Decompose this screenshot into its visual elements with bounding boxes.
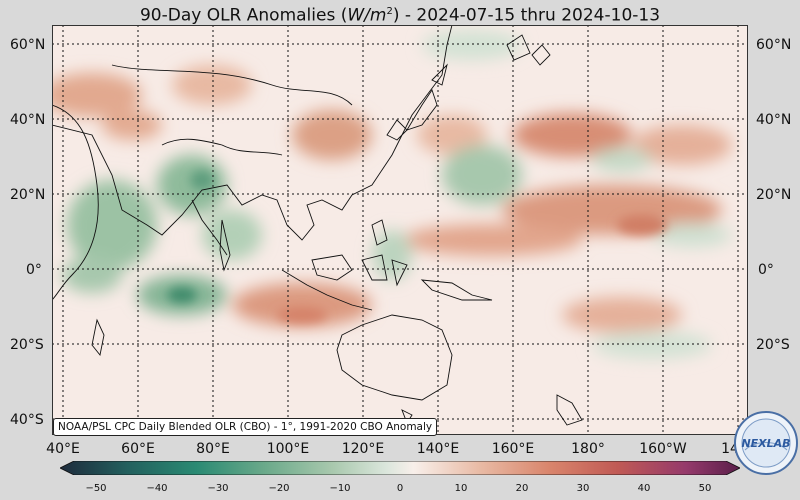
colorbar-tick: −40 <box>146 483 168 494</box>
lat-label-eq-left: 0° <box>26 262 42 278</box>
colorbar-tick: 10 <box>454 483 468 494</box>
colorbar-tick: −10 <box>329 483 351 494</box>
lat-label-20n-right: 20°N <box>756 187 792 203</box>
olr-anomaly-map <box>52 25 748 435</box>
map-canvas <box>52 25 748 435</box>
colorbar-tick: 50 <box>698 483 712 494</box>
colorbar-tick: −20 <box>268 483 290 494</box>
lat-label-60n-right: 60°N <box>756 37 792 53</box>
lon-label-160e: 160°E <box>491 441 535 457</box>
colorbar-tick: −30 <box>207 483 229 494</box>
svg-text:NEXLAB: NEXLAB <box>741 437 790 450</box>
lon-label-60e: 60°E <box>121 441 155 457</box>
colorbar-tick: 0 <box>396 483 404 494</box>
lon-label-40e: 40°E <box>46 441 80 457</box>
lat-label-40s-left: 40°S <box>10 412 44 428</box>
lon-label-160w: 160°W <box>639 441 687 457</box>
lon-label-80e: 80°E <box>196 441 230 457</box>
lat-label-20s-right: 20°S <box>756 337 790 353</box>
lon-label-140e: 140°E <box>416 441 460 457</box>
colorbar-tick: 30 <box>576 483 590 494</box>
lat-label-40n-right: 40°N <box>756 112 792 128</box>
lon-label-120e: 120°E <box>341 441 385 457</box>
lon-label-180: 180° <box>571 441 605 457</box>
nexlab-globe-icon[interactable]: NEXLAB <box>733 410 799 476</box>
lat-label-20n-left: 20°N <box>10 187 46 203</box>
colorbar-tick: 40 <box>637 483 651 494</box>
lat-label-eq-right: 0° <box>758 262 774 278</box>
colorbar-tick: −50 <box>85 483 107 494</box>
colorbar <box>60 461 740 475</box>
colorbar-tick: 20 <box>515 483 529 494</box>
lat-label-20s-left: 20°S <box>10 337 44 353</box>
lon-label-100e: 100°E <box>266 441 310 457</box>
map-title: 90-Day OLR Anomalies (W/m2) - 2024-07-15… <box>139 5 661 26</box>
lat-label-40n-left: 40°N <box>10 112 46 128</box>
coastlines <box>52 25 583 426</box>
data-source-note: NOAA/PSL CPC Daily Blended OLR (CBO) - 1… <box>53 418 438 436</box>
lat-label-60n-left: 60°N <box>10 37 46 53</box>
